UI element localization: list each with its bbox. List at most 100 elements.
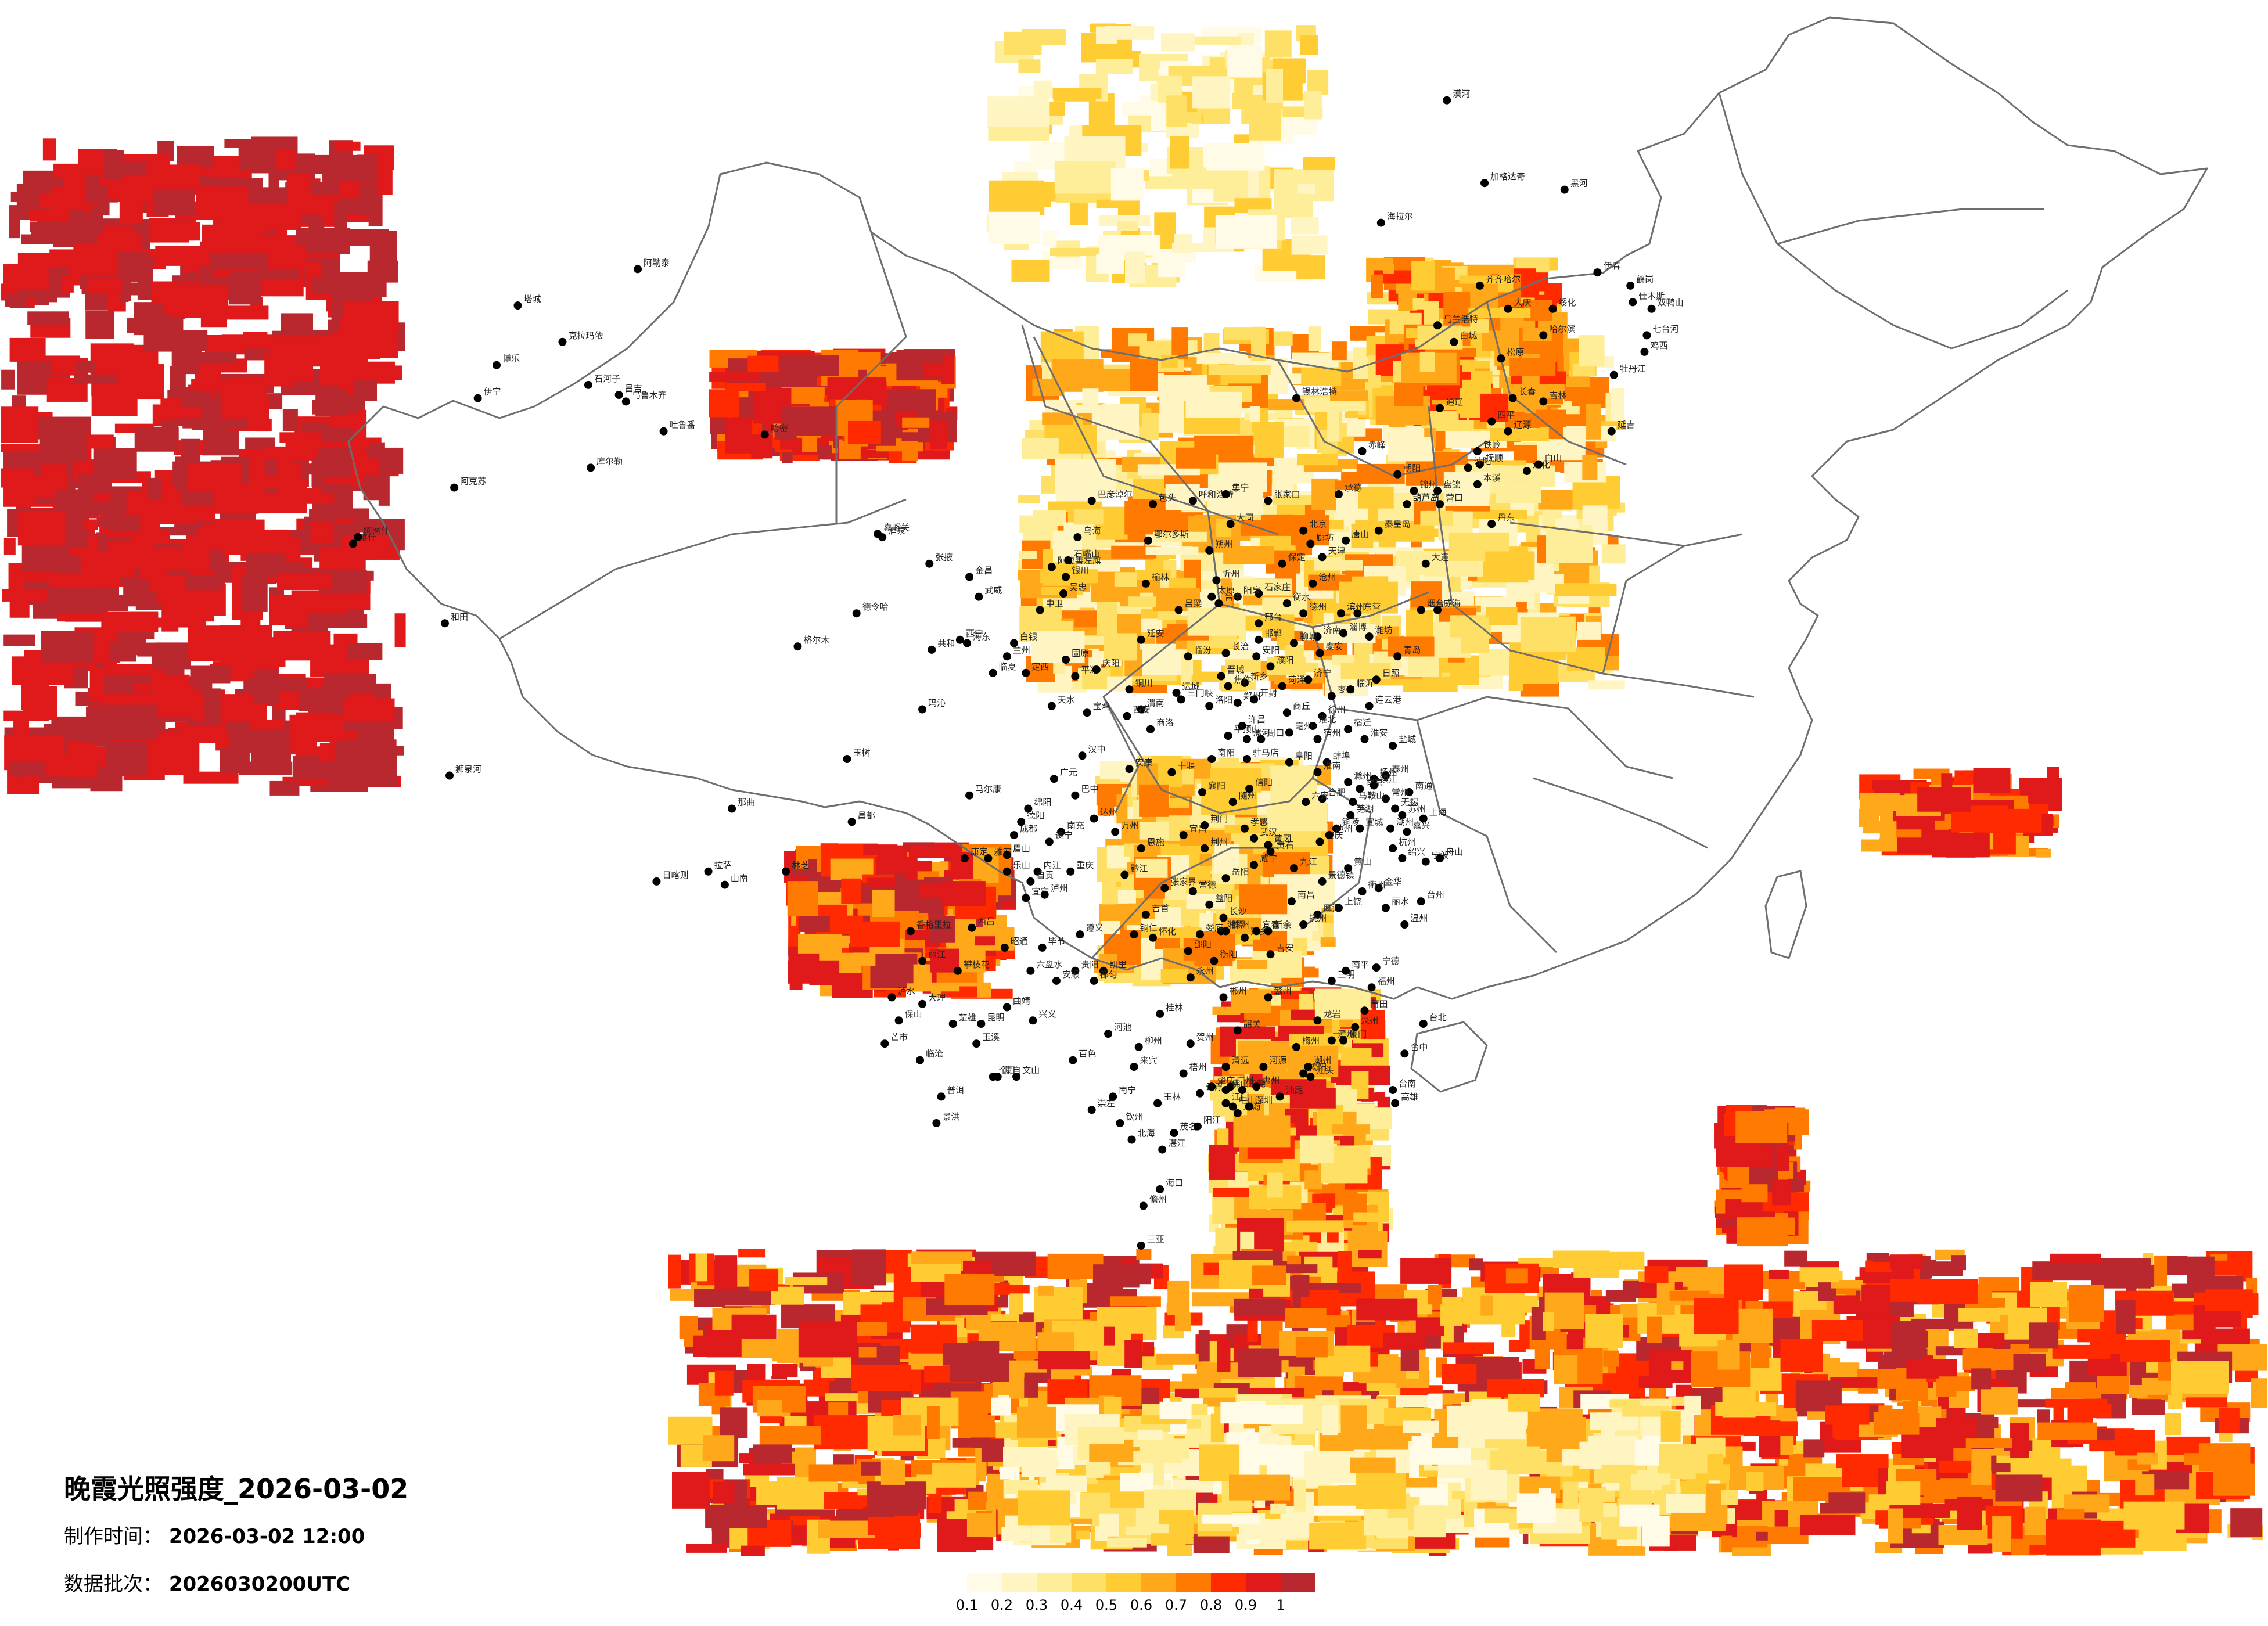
city-marker: [1475, 281, 1484, 290]
glow-cell: [1721, 1490, 1738, 1505]
glow-cell: [1232, 174, 1247, 189]
city-marker: [1062, 656, 1070, 664]
city-marker: [1146, 725, 1155, 733]
glow-cell: [9, 337, 46, 362]
city-label: 石河子: [594, 373, 620, 384]
glow-cell: [797, 934, 842, 954]
glow-cell: [1018, 551, 1037, 560]
city-label: 保定: [1288, 552, 1306, 563]
glow-cell: [304, 154, 358, 174]
glow-cell: [269, 780, 300, 796]
glow-cell: [1772, 1179, 1791, 1206]
glow-cell: [308, 613, 368, 628]
city-marker: [659, 427, 668, 436]
glow-cell: [963, 1260, 993, 1274]
glow-cell: [89, 668, 104, 702]
glow-cell: [3, 634, 35, 646]
glow-cell: [1266, 69, 1283, 103]
glow-cell: [1859, 793, 1900, 811]
city-marker: [1174, 606, 1183, 614]
glow-cell: [2052, 1344, 2111, 1359]
city-marker: [1226, 520, 1235, 528]
glow-cell: [1114, 572, 1137, 587]
glow-cell: [2050, 1253, 2101, 1263]
glow-cell: [57, 613, 112, 622]
glow-cell: [1050, 247, 1105, 256]
city-marker: [1342, 536, 1350, 545]
glow-cell: [318, 448, 351, 478]
city-label: 海拉尔: [1387, 211, 1413, 222]
glow-cell: [1443, 1342, 1494, 1354]
glow-cell: [1322, 1405, 1338, 1436]
city-marker: [1217, 672, 1225, 681]
city-label: 白山: [1544, 453, 1562, 463]
glow-cell: [13, 718, 30, 742]
glow-cell: [808, 1464, 860, 1482]
glow-cell: [82, 769, 98, 778]
glow-cell: [695, 1253, 707, 1282]
city-marker: [1062, 573, 1070, 581]
city-marker: [1443, 96, 1451, 105]
glow-cell: [1780, 1339, 1823, 1372]
glow-cell: [1264, 30, 1292, 58]
glow-cell: [880, 1459, 905, 1485]
city-label: 鹤岗: [1636, 274, 1654, 285]
glow-cell: [1145, 176, 1191, 189]
glow-cell: [134, 426, 179, 452]
glow-cell: [1295, 1337, 1328, 1358]
city-marker: [1078, 751, 1087, 760]
glow-cell: [867, 1517, 902, 1535]
glow-cell: [1364, 1507, 1388, 1536]
city-label: 绵阳: [1034, 797, 1051, 808]
city-label: 松原: [1507, 347, 1524, 357]
city-label: 内江: [1044, 860, 1061, 870]
glow-cell: [1096, 199, 1135, 208]
glow-cell: [1383, 1332, 1426, 1350]
glow-cell: [1160, 969, 1188, 983]
city-marker: [1497, 354, 1505, 363]
glow-cell: [1660, 1410, 1681, 1442]
glow-cell: [668, 1254, 681, 1289]
city-marker: [349, 539, 357, 548]
glow-cell: [1971, 1368, 1992, 1390]
city-marker: [1047, 563, 1056, 571]
glow-cell: [289, 714, 344, 741]
glow-cell: [2010, 1423, 2029, 1458]
city-label: 北京: [1309, 519, 1327, 530]
glow-cell: [1196, 352, 1248, 364]
glow-cell: [2182, 1330, 2244, 1340]
glow-cell: [169, 602, 189, 614]
glow-cell: [1715, 1402, 1777, 1416]
city-label: 张掖: [935, 552, 953, 563]
glow-cell: [1253, 939, 1275, 951]
city-marker: [1221, 649, 1230, 657]
glow-cell: [220, 747, 250, 774]
glow-cell: [260, 476, 285, 488]
glow-cell: [287, 174, 311, 205]
glow-cell: [777, 373, 817, 387]
glow-cell: [2135, 1474, 2155, 1496]
glow-cell: [276, 150, 296, 170]
city-marker: [1629, 298, 1637, 307]
city-marker: [955, 635, 964, 644]
glow-cell: [1170, 136, 1190, 169]
glow-cell: [1717, 1340, 1740, 1370]
glow-cell: [2251, 1378, 2267, 1408]
glow-cell: [1102, 403, 1140, 440]
glow-cell: [1872, 780, 1917, 791]
city-label: 邯郸: [1264, 628, 1282, 639]
glow-cell: [1189, 36, 1241, 45]
glow-cell: [671, 1472, 710, 1509]
city-marker: [1487, 417, 1496, 426]
city-label: 营口: [1446, 492, 1463, 503]
city-marker: [961, 854, 969, 862]
city-marker: [1212, 576, 1221, 585]
glow-cell: [1546, 1433, 1564, 1462]
glow-cell: [709, 389, 740, 418]
glow-cell: [850, 1365, 911, 1391]
city-marker: [1036, 606, 1044, 614]
city-label: 包头: [1159, 492, 1176, 503]
glow-cell: [867, 877, 896, 887]
city-marker: [1473, 447, 1482, 455]
glow-cell: [1356, 1473, 1406, 1509]
